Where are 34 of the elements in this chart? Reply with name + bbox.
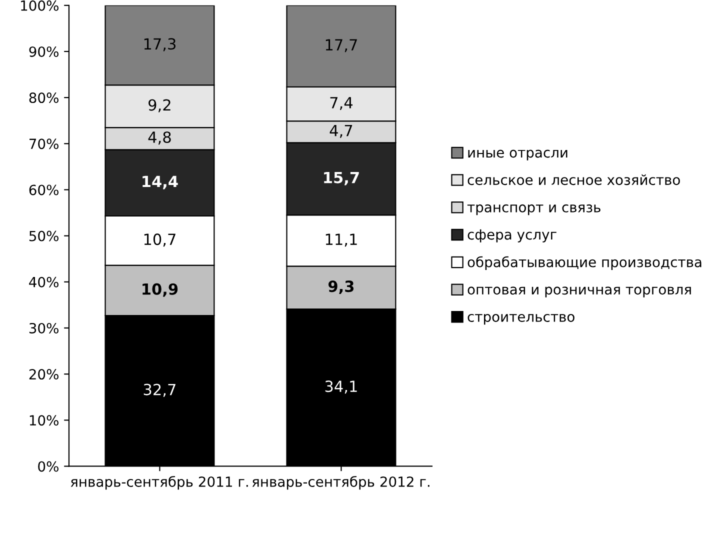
data-label: 17,7 [326, 39, 357, 52]
y-tick-label: 20% [29, 369, 58, 380]
data-label: 10,7 [144, 234, 176, 247]
y-tick-label: 30% [29, 322, 58, 334]
y-tick-label: 50% [29, 230, 58, 242]
data-label: 14,4 [142, 176, 178, 190]
data-label: 10,9 [142, 283, 178, 297]
data-label: 7,4 [330, 97, 353, 110]
y-tick-label: 80% [29, 92, 58, 104]
data-label: 15,7 [324, 172, 359, 186]
data-label: 9,2 [148, 99, 170, 112]
x-tick-label: январь-сентябрь 2011 г. [70, 476, 248, 490]
data-label: 17,3 [144, 38, 176, 52]
y-tick-label: 10% [30, 415, 58, 426]
legend-label: сфера услуг [468, 229, 556, 242]
data-label: 32,7 [144, 384, 176, 397]
y-tick-label: 70% [30, 138, 58, 150]
data-label: 4,7 [330, 124, 352, 138]
legend-label: строительство [468, 314, 574, 325]
y-tick-label: 90% [29, 46, 58, 57]
legend-label: оптовая и розничная торговля [468, 286, 691, 298]
legend-label: иные отрасли [468, 150, 568, 160]
legend-label: сельское и лесное хозяйство [468, 174, 680, 186]
data-label: 9,3 [328, 280, 354, 294]
data-label: 34,1 [325, 380, 357, 394]
legend-label: обрабатывающие производства [468, 256, 702, 270]
legend-label: транспорт и связь [467, 204, 600, 216]
y-tick-label: 0% [38, 461, 58, 472]
x-tick-label: январь-сентябрь 2012 г. [252, 476, 430, 490]
data-label: 11,1 [326, 234, 357, 247]
y-tick-label: 60% [29, 184, 58, 196]
y-tick-label: 100% [21, 0, 58, 11]
data-label: 4,8 [148, 131, 171, 145]
y-tick-label: 40% [29, 276, 58, 288]
